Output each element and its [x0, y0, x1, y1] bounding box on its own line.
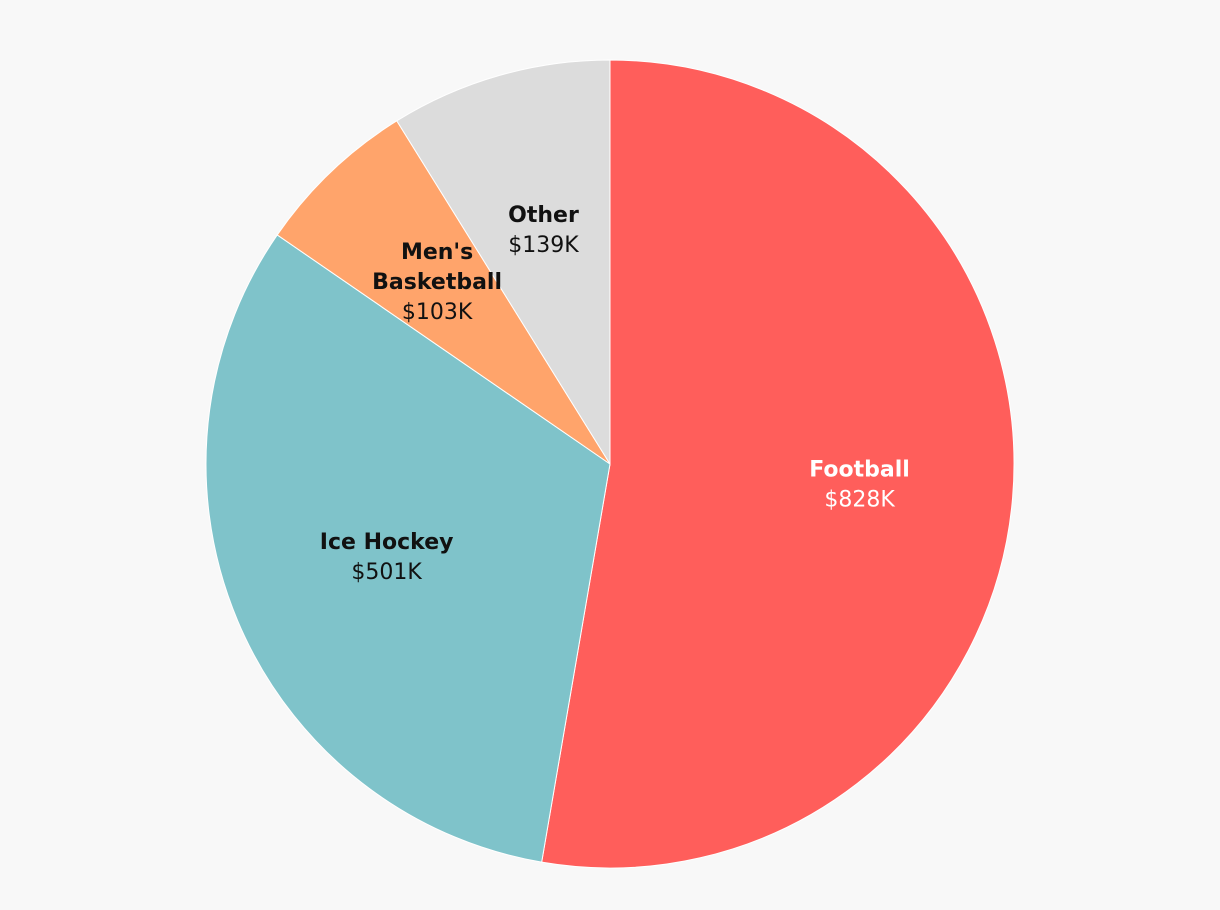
- slice-value-ice-hockey: $501K: [351, 560, 422, 585]
- slice-value-men-s-basketball: $103K: [402, 300, 473, 325]
- slice-value-football: $828K: [824, 487, 895, 512]
- pie-slices: [205, 59, 1015, 869]
- slice-label-ice-hockey: Ice Hockey: [320, 530, 454, 555]
- pie-slice-football: [541, 59, 1015, 869]
- slice-value-other: $139K: [508, 233, 579, 258]
- pie-slice-other: [396, 59, 611, 466]
- slice-label-men-s-basketball: Basketball: [372, 270, 502, 295]
- pie-slice-men-s-basketball: [276, 120, 611, 465]
- pie-slice-ice-hockey: [205, 234, 611, 863]
- slice-label-men-s-basketball: Men's: [401, 240, 473, 265]
- pie-labels: Football $828K Ice Hockey $501K Men's Basketb…: [320, 203, 910, 585]
- slice-label-other: Other: [508, 203, 579, 228]
- slice-label-football: Football: [809, 457, 910, 482]
